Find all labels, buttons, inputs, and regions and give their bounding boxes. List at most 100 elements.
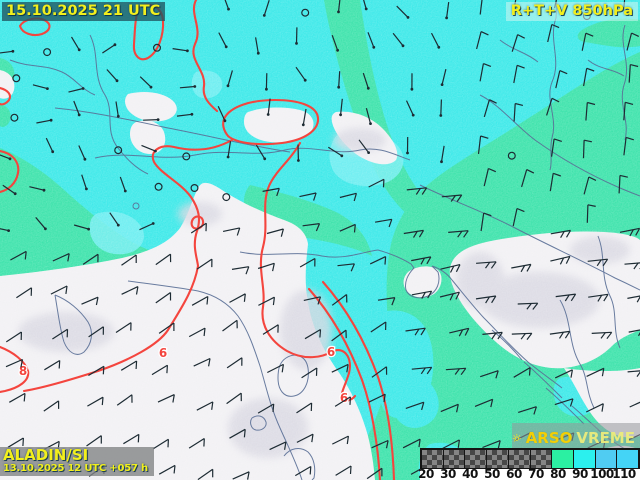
wind-barb-segment: [309, 466, 312, 475]
brand-arso: ARSO: [525, 429, 573, 447]
wind-station-dot: [303, 78, 307, 82]
wind-barb-segment: [331, 34, 339, 51]
wind-barb-segment: [157, 394, 175, 403]
wind-barb-segment: [23, 393, 26, 402]
wind-barb-segment: [43, 400, 59, 412]
colorbar-tick-70: 70: [528, 467, 544, 480]
wind-barb-segment: [5, 331, 22, 343]
river: [587, 59, 625, 77]
wind-barb-segment: [619, 227, 640, 233]
wind-barb-segment: [346, 436, 349, 445]
wind-barb-segment: [619, 174, 628, 178]
wind-barb-segment: [172, 394, 175, 403]
wind-barb-segment: [121, 286, 139, 295]
wind-barb-segment: [227, 70, 233, 86]
wind-barb-segment: [313, 192, 317, 201]
wind-station-dot: [123, 189, 127, 193]
wind-barb-segment: [454, 368, 460, 375]
wind-barb-segment: [222, 319, 238, 332]
wind-barb-segment: [623, 137, 627, 156]
wind-barb-segment: [449, 265, 455, 273]
wind-station-dot: [85, 187, 88, 191]
wind-barb-segment: [255, 144, 266, 160]
wind-barb-segment: [513, 65, 518, 84]
wind-station-dot: [224, 45, 228, 49]
wind-barb-segment: [448, 230, 469, 233]
wind-barb-segment: [596, 259, 602, 267]
wind-station-dot: [154, 149, 157, 153]
wind-barb-segment: [255, 37, 259, 54]
wind-barb-segment: [606, 331, 613, 340]
wind-barb-segment: [143, 119, 159, 121]
wind-barb-segment: [570, 293, 577, 302]
wind-station-dot: [151, 222, 155, 225]
wind-barb-segment: [586, 367, 605, 377]
wind-barb-segment: [457, 439, 460, 448]
wind-station-dot: [401, 44, 405, 48]
wind-station-dot: [193, 85, 197, 88]
wind-barb-segment: [95, 297, 99, 306]
wind-barb-segment: [217, 105, 226, 121]
contour-6: [259, 141, 357, 402]
wind-barb-segment: [586, 67, 595, 72]
wind-barb-segment: [497, 440, 501, 449]
wind-barb-segment: [44, 359, 61, 371]
wind-station-dot: [437, 45, 441, 49]
wind-barb-segment: [625, 136, 634, 141]
wind-barb-segment: [585, 102, 588, 121]
wind-barb-segment: [441, 68, 447, 85]
wind-barb-segment: [35, 217, 46, 230]
wind-barb-segment: [460, 367, 467, 376]
wind-barb-segment: [299, 192, 317, 198]
wind-barb-segment: [139, 76, 152, 88]
wind-barb-segment: [102, 44, 116, 54]
wind-barb-segment: [485, 296, 490, 304]
wind-barb-segment: [208, 358, 211, 367]
wind-barb-segment: [396, 5, 409, 18]
wind-barb-segment: [243, 293, 246, 302]
wind-barb-segment: [518, 406, 537, 413]
wind-barb-segment: [262, 324, 279, 335]
wind-barb-segment: [513, 103, 516, 122]
wind-station-dot: [156, 118, 160, 121]
wind-barb-segment: [371, 366, 387, 378]
wind-barb-segment: [197, 468, 214, 480]
wind-barb-segment: [302, 223, 320, 227]
wind-barb-segment: [350, 263, 355, 272]
wind-barb-segment: [554, 369, 573, 379]
river: [597, 235, 621, 349]
wind-barb-segment: [476, 31, 482, 50]
contour-8: [0, 345, 30, 394]
wind-station-dot: [364, 7, 368, 11]
river: [499, 39, 539, 63]
wind-barb-segment: [520, 333, 526, 340]
wind-station-dot: [227, 7, 230, 11]
wind-barb-segment: [81, 174, 87, 190]
wind-barb-segment: [196, 258, 213, 270]
wind-station-dot: [266, 113, 270, 116]
wind-barb-segment: [141, 144, 156, 152]
wind-barb-segment: [418, 439, 421, 448]
wind-barb-segment: [426, 256, 432, 265]
wind-barb-segment: [0, 228, 9, 232]
wind-station-dot: [190, 112, 194, 116]
wind-barb-segment: [482, 331, 503, 335]
wind-barb-segment: [430, 32, 440, 48]
wind-barb-segment: [296, 433, 314, 443]
wind-barb-segment: [338, 71, 341, 88]
wind-barb-segment: [276, 188, 280, 197]
wind-barb-segment: [601, 403, 604, 412]
model-info-box: ALADIN/SI 13.10.2025 12 UTC +057 h: [0, 446, 154, 476]
wind-barb-segment: [403, 229, 424, 235]
wind-barb-segment: [512, 208, 518, 227]
wind-barb-segment: [600, 332, 606, 339]
wind-station-dot: [301, 123, 305, 127]
wind-barb-segment: [257, 262, 275, 270]
wind-barb-segment: [388, 219, 393, 228]
wind-barb-segment: [591, 331, 612, 334]
wind-barb-segment: [52, 328, 68, 340]
wind-barb-segment: [334, 396, 351, 407]
wind-barb-segment: [9, 392, 26, 403]
contour: [307, 287, 382, 480]
wind-barb-segment: [353, 193, 357, 202]
